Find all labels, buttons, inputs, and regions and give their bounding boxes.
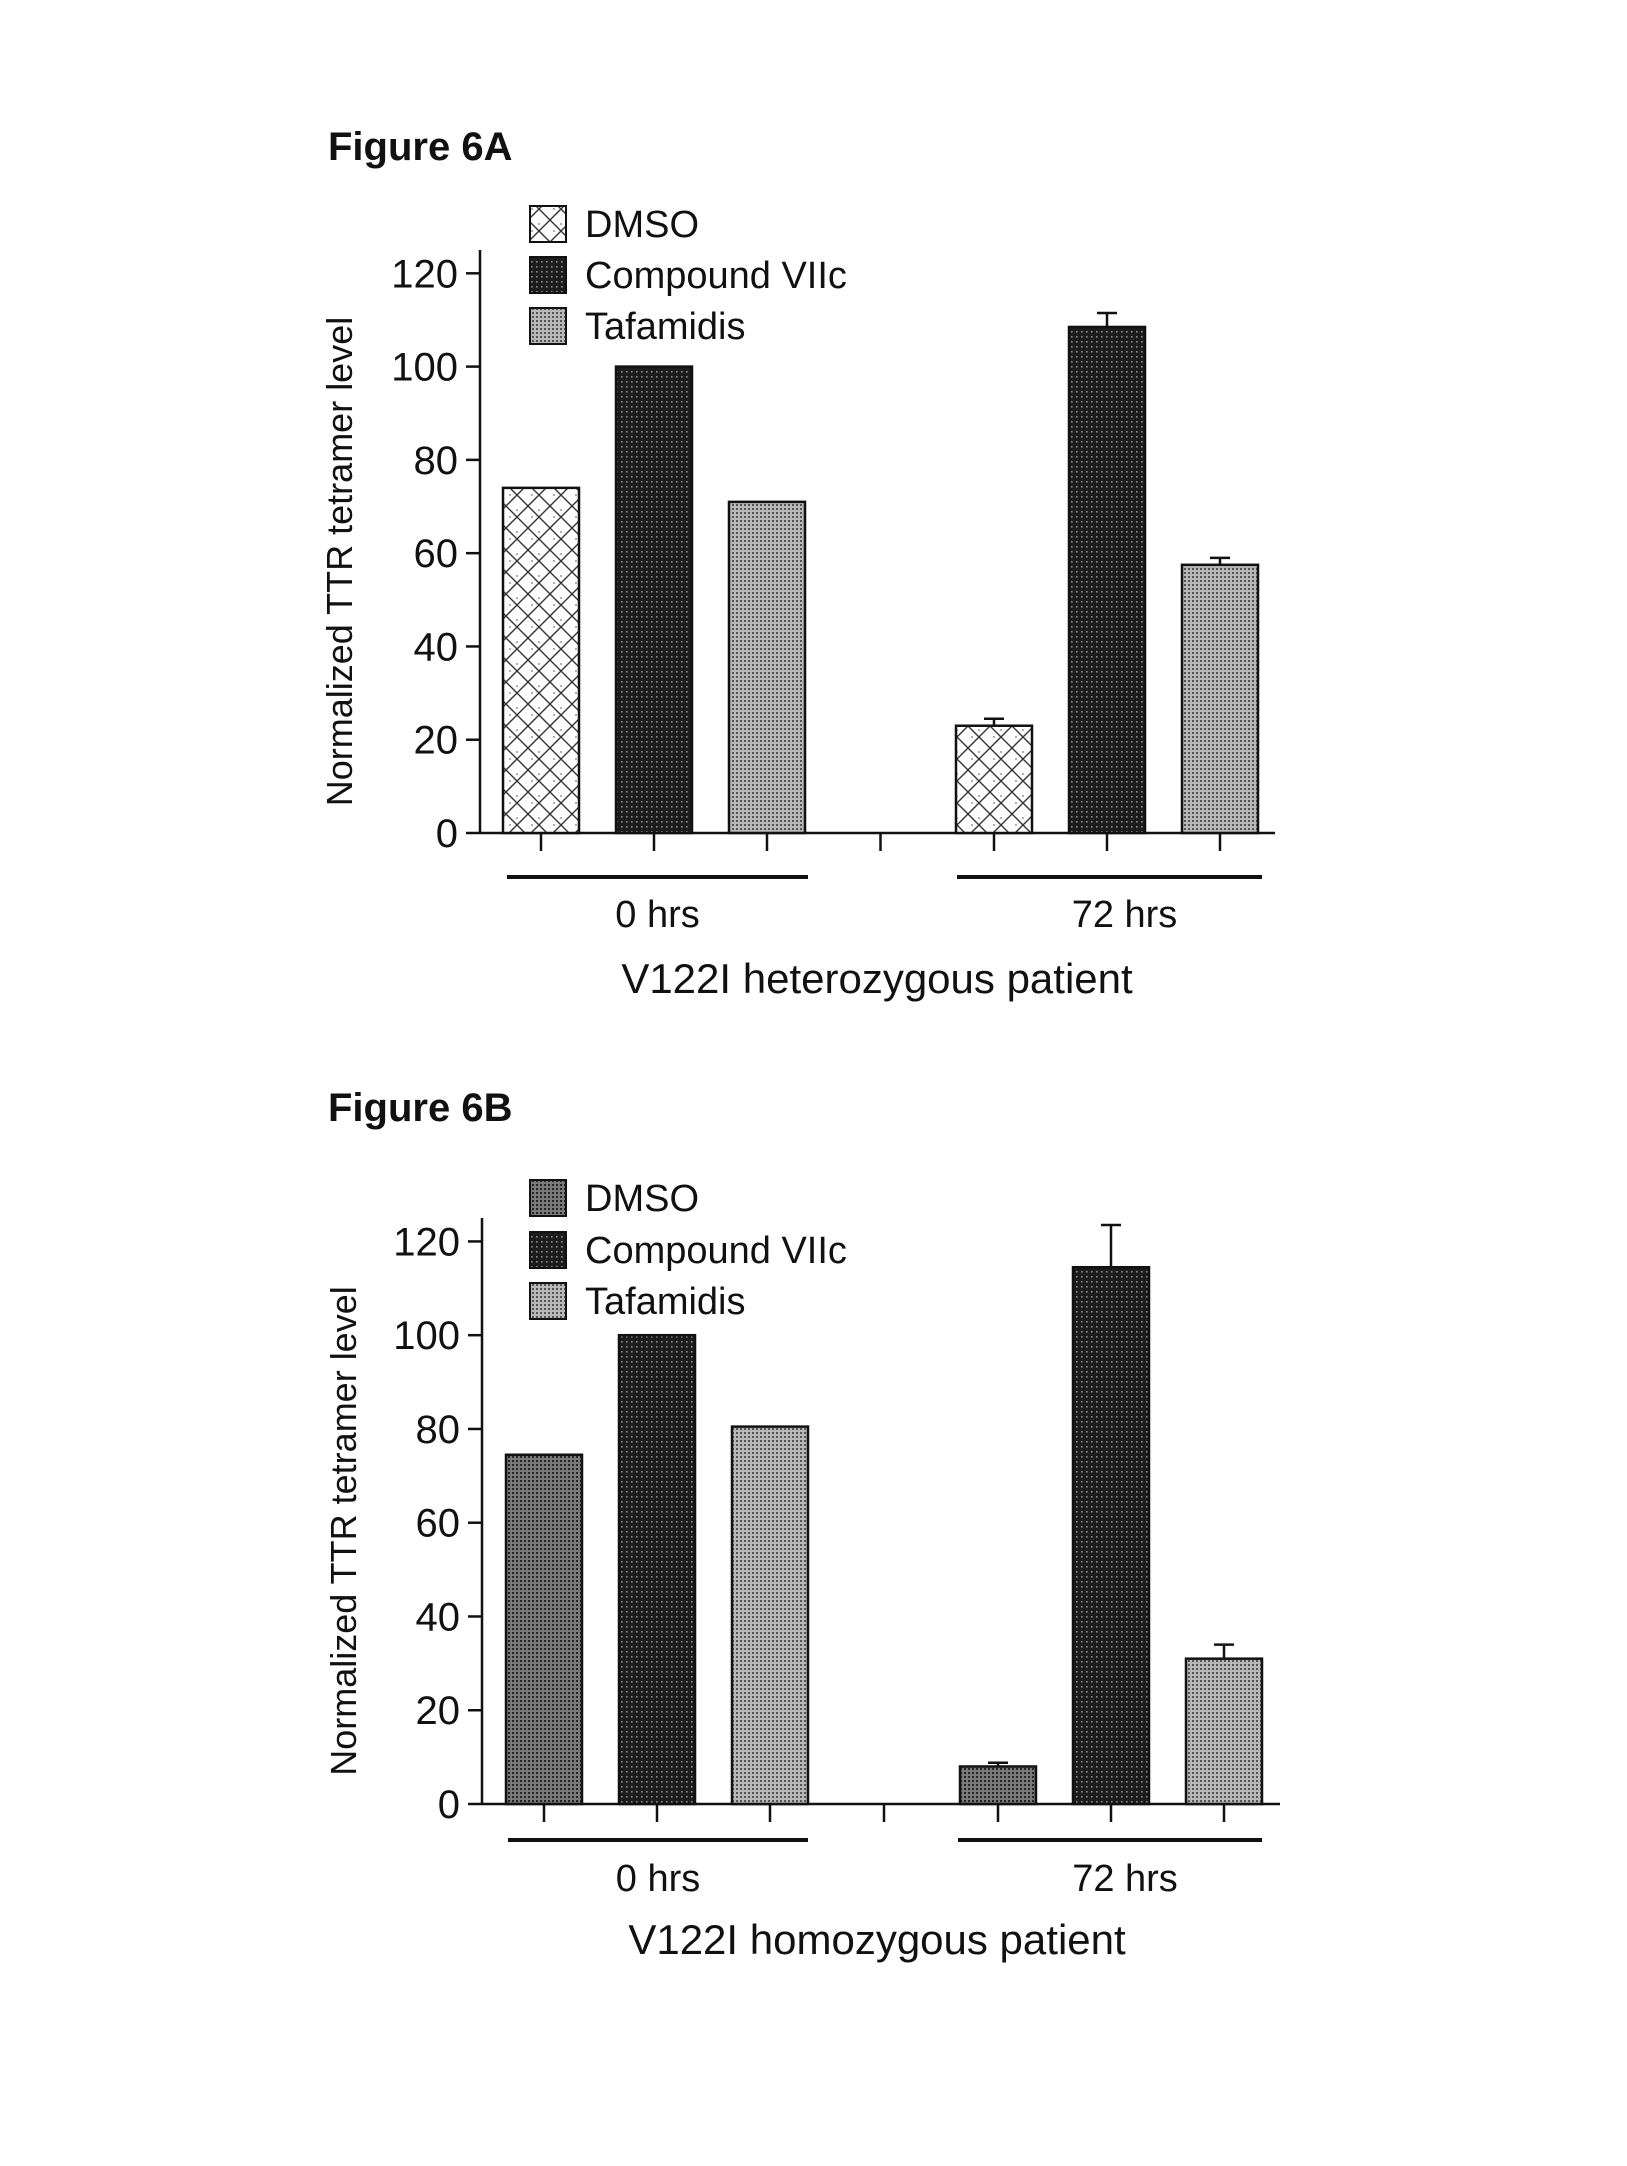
y-tick-label: 20 (416, 1689, 461, 1733)
y-tick-label: 40 (414, 625, 459, 669)
y-tick-label: 0 (436, 812, 458, 856)
bar-compound-viic-0-hrs (619, 1335, 695, 1804)
y-tick-label: 120 (391, 252, 458, 296)
group-label: 0 hrs (615, 894, 699, 936)
legend-swatch-compound-viic (530, 257, 566, 293)
y-axis-label: Normalized TTR tetramer level (319, 317, 360, 806)
y-tick-label: 100 (391, 346, 458, 390)
charts-layer: Figure 6A 0 20 40 60 80 100 120 0 hrs 72 hrs V122I… (319, 125, 1280, 1963)
figure-page: Figure 6A 0 20 40 60 80 100 120 0 hrs 72 hrs V122I… (0, 0, 1627, 2161)
chart-figure-6b: Figure 6B 0 20 40 60 80 100 120 0 hrs 72 hrs V122I… (323, 1086, 1280, 1963)
group-label: 72 hrs (1072, 1858, 1178, 1900)
x-axis-label: V122I heterozygous patient (621, 955, 1133, 1002)
bar-tafamidis-72-hrs (1186, 1659, 1262, 1804)
chart-figure-6a: Figure 6A 0 20 40 60 80 100 120 0 hrs 72 hrs V122I… (319, 125, 1275, 1002)
bar-dmso-0-hrs (503, 488, 579, 833)
bar-compound-viic-0-hrs (616, 367, 692, 833)
bar-dmso-72-hrs (960, 1766, 1036, 1804)
bar-tafamidis-0-hrs (732, 1427, 808, 1804)
bar-tafamidis-72-hrs (1182, 565, 1258, 833)
legend-swatch-dmso (530, 206, 566, 242)
group-label: 72 hrs (1072, 894, 1178, 936)
x-axis-label: V122I homozygous patient (628, 1916, 1126, 1963)
figure-title: Figure 6A (328, 125, 512, 169)
y-tick-label: 40 (416, 1595, 461, 1639)
bar-compound-viic-72-hrs (1073, 1267, 1149, 1804)
y-tick-label: 120 (393, 1220, 460, 1264)
legend-label-compound-viic: Compound VIIc (585, 255, 847, 297)
bar-dmso-72-hrs (956, 726, 1032, 833)
group-label: 0 hrs (616, 1858, 700, 1900)
legend-label-dmso: DMSO (585, 204, 699, 246)
figure-svg: Figure 6A 0 20 40 60 80 100 120 0 hrs 72 hrs V122I… (0, 0, 1627, 2161)
legend-swatch-tafamidis (530, 1283, 566, 1319)
y-tick-label: 100 (393, 1314, 460, 1358)
y-tick-label: 20 (414, 719, 459, 763)
bar-dmso-0-hrs (506, 1455, 582, 1804)
legend-label-tafamidis: Tafamidis (585, 1281, 746, 1323)
y-tick-label: 80 (414, 439, 459, 483)
legend-swatch-dmso (530, 1180, 566, 1216)
bar-compound-viic-72-hrs (1069, 327, 1145, 833)
y-axis-label: Normalized TTR tetramer level (323, 1286, 364, 1775)
legend-label-tafamidis: Tafamidis (585, 306, 746, 348)
legend-label-compound-viic: Compound VIIc (585, 1230, 847, 1272)
y-tick-label: 80 (416, 1408, 461, 1452)
bar-tafamidis-0-hrs (729, 502, 805, 833)
legend-label-dmso: DMSO (585, 1178, 699, 1220)
y-tick-label: 60 (414, 532, 459, 576)
y-tick-label: 60 (416, 1502, 461, 1546)
y-tick-label: 0 (438, 1783, 460, 1827)
legend-swatch-compound-viic (530, 1232, 566, 1268)
legend-swatch-tafamidis (530, 308, 566, 344)
figure-title: Figure 6B (328, 1086, 512, 1130)
